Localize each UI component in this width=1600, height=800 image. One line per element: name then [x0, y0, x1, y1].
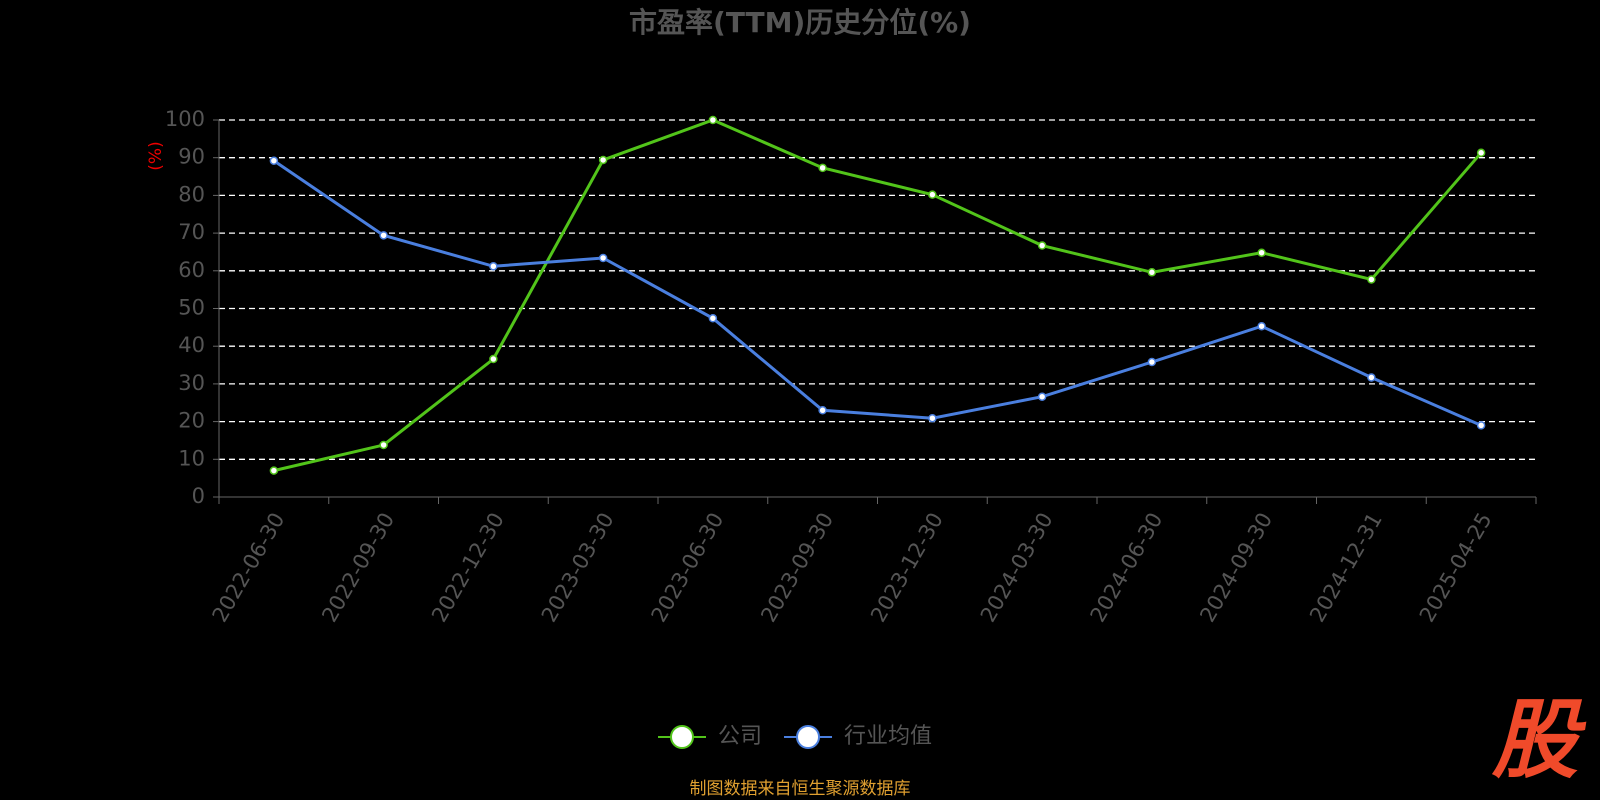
y-tick-label: 70	[178, 220, 205, 244]
legend-label: 行业均值	[844, 724, 932, 749]
legend-marker	[670, 725, 694, 749]
data-point	[379, 440, 388, 450]
data-point	[598, 155, 608, 165]
y-tick-label: 30	[178, 371, 205, 395]
data-point	[1476, 421, 1486, 430]
y-axis-label: (%)	[146, 141, 166, 170]
data-point	[1476, 148, 1486, 158]
data-point	[489, 354, 498, 364]
y-tick-label: 20	[178, 409, 205, 433]
source-note: 制图数据来自恒生聚源数据库	[690, 779, 911, 799]
data-point	[598, 253, 608, 263]
data-point	[818, 406, 827, 415]
data-point	[1037, 241, 1047, 250]
logo: 股	[1491, 690, 1587, 790]
data-point	[1367, 373, 1376, 382]
y-tick-label: 60	[178, 258, 205, 282]
data-point	[818, 163, 827, 173]
y-tick-label: 80	[178, 182, 205, 206]
y-tick-label: 10	[178, 446, 205, 470]
data-point	[489, 262, 498, 271]
series-line	[273, 118, 1483, 473]
data-point	[708, 115, 718, 125]
data-point	[928, 413, 937, 423]
y-tick-label: 100	[165, 107, 205, 131]
data-point	[269, 156, 279, 165]
data-point	[379, 231, 388, 240]
data-point	[1257, 321, 1266, 331]
legend-label: 公司	[718, 724, 762, 749]
data-point	[1037, 392, 1047, 401]
data-point	[1257, 248, 1266, 257]
chart-title: 市盈率(TTM)历史分位(%)	[629, 6, 971, 39]
data-point	[708, 314, 718, 323]
y-tick-label: 50	[178, 296, 205, 320]
data-point	[1367, 275, 1376, 284]
y-tick-label: 40	[178, 333, 205, 357]
y-tick-label: 90	[178, 145, 205, 169]
data-point	[1147, 268, 1157, 277]
data-point	[928, 190, 937, 199]
series-line	[273, 159, 1482, 427]
data-point	[1147, 357, 1157, 367]
data-point	[269, 466, 279, 475]
y-tick-label: 0	[192, 484, 205, 508]
legend-marker	[796, 725, 821, 749]
